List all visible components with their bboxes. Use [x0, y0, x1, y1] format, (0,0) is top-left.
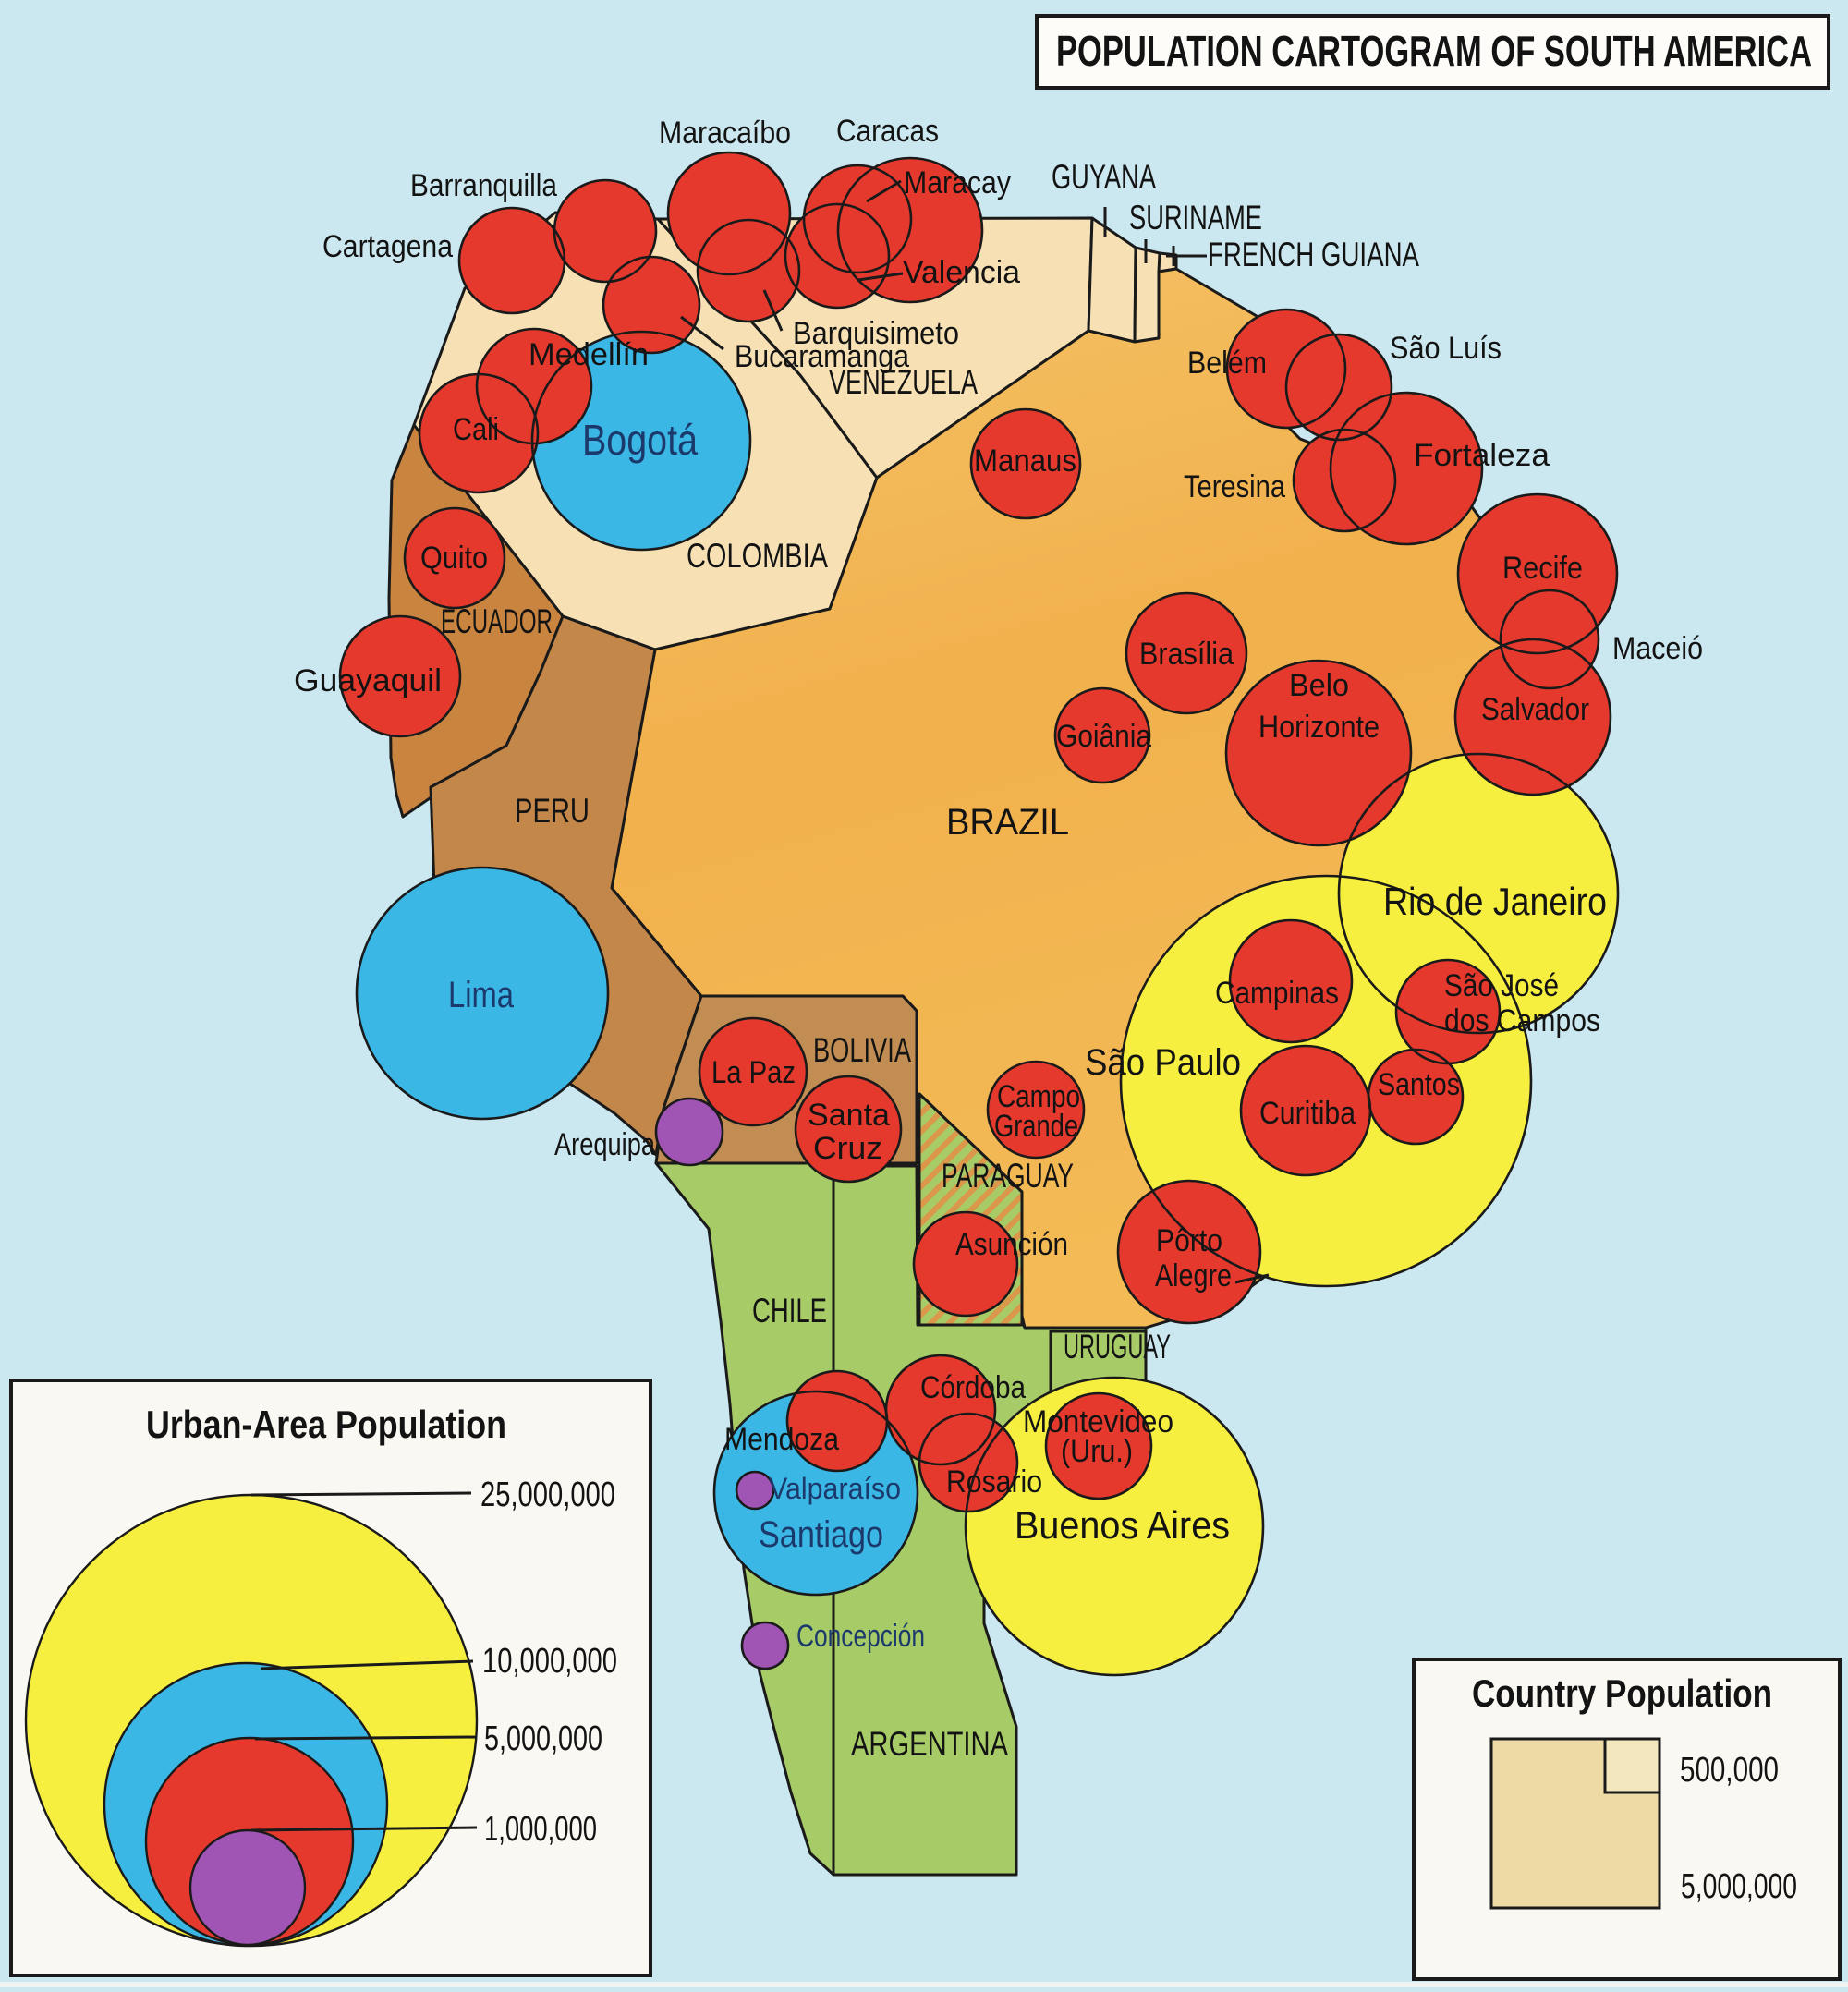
svg-text:Grande: Grande: [994, 1109, 1078, 1144]
svg-text:São José: São José: [1444, 968, 1559, 1003]
svg-text:ECUADOR: ECUADOR: [441, 602, 553, 640]
svg-text:Campo: Campo: [997, 1079, 1080, 1114]
svg-text:Urban-Area Population: Urban-Area Population: [146, 1403, 506, 1446]
svg-text:Campinas: Campinas: [1215, 976, 1339, 1011]
svg-text:Montevideo: Montevideo: [1023, 1404, 1173, 1439]
svg-text:Buenos Aires: Buenos Aires: [1015, 1503, 1230, 1547]
svg-text:Medellín: Medellín: [529, 337, 649, 372]
svg-text:São Luís: São Luís: [1390, 331, 1502, 366]
svg-text:10,000,000: 10,000,000: [482, 1642, 617, 1681]
svg-text:La Paz: La Paz: [711, 1055, 796, 1090]
svg-text:Quito: Quito: [420, 541, 488, 576]
svg-text:Barquisimeto: Barquisimeto: [793, 316, 959, 351]
svg-text:Santos: Santos: [1378, 1067, 1460, 1102]
svg-text:Alegre: Alegre: [1155, 1258, 1232, 1294]
svg-text:SURINAME: SURINAME: [1129, 199, 1262, 237]
svg-text:Rio de Janeiro: Rio de Janeiro: [1383, 880, 1607, 923]
svg-text:Santiago: Santiago: [759, 1514, 883, 1555]
svg-text:PARAGUAY: PARAGUAY: [942, 1157, 1074, 1195]
svg-text:Valencia: Valencia: [903, 255, 1020, 290]
svg-text:VENEZUELA: VENEZUELA: [829, 363, 978, 401]
svg-text:Cartagena: Cartagena: [322, 229, 453, 264]
svg-text:BOLIVIA: BOLIVIA: [813, 1031, 911, 1069]
svg-text:Caracas: Caracas: [836, 114, 939, 149]
svg-text:25,000,000: 25,000,000: [480, 1476, 615, 1514]
svg-text:dos Campos: dos Campos: [1444, 1003, 1600, 1039]
svg-text:Lima: Lima: [448, 975, 515, 1015]
svg-text:Córdoba: Córdoba: [920, 1370, 1026, 1405]
svg-text:PERU: PERU: [515, 792, 590, 830]
svg-text:Guayaquil: Guayaquil: [294, 663, 442, 698]
svg-text:Cruz: Cruz: [813, 1131, 882, 1166]
svg-text:Manaus: Manaus: [974, 443, 1076, 479]
svg-text:Bucaramanga: Bucaramanga: [735, 339, 909, 374]
svg-text:(Uru.): (Uru.): [1061, 1434, 1133, 1469]
svg-text:Pôrto: Pôrto: [1156, 1223, 1222, 1258]
svg-text:ARGENTINA: ARGENTINA: [851, 1725, 1008, 1763]
svg-text:Asunción: Asunción: [955, 1227, 1068, 1262]
svg-text:Country Population: Country Population: [1472, 1671, 1772, 1715]
svg-text:CHILE: CHILE: [752, 1292, 827, 1330]
svg-text:Arequipa: Arequipa: [554, 1127, 655, 1162]
svg-text:Brasília: Brasília: [1139, 637, 1234, 672]
svg-text:5,000,000: 5,000,000: [484, 1719, 602, 1758]
svg-text:Belém: Belém: [1187, 346, 1267, 381]
svg-text:Cali: Cali: [453, 412, 499, 447]
svg-text:GUYANA: GUYANA: [1052, 158, 1156, 196]
svg-text:Horizonte: Horizonte: [1258, 710, 1380, 745]
svg-text:Goiânia: Goiânia: [1056, 719, 1151, 754]
svg-text:Valparaíso: Valparaíso: [769, 1472, 901, 1505]
svg-text:Rosario: Rosario: [946, 1464, 1042, 1500]
svg-text:BRAZIL: BRAZIL: [946, 802, 1069, 843]
svg-text:500,000: 500,000: [1680, 1751, 1779, 1790]
svg-text:Maceió: Maceió: [1612, 631, 1703, 666]
svg-text:1,000,000: 1,000,000: [484, 1810, 597, 1849]
svg-text:São Paulo: São Paulo: [1085, 1042, 1241, 1083]
svg-text:Curitiba: Curitiba: [1259, 1096, 1356, 1131]
svg-text:POPULATION CARTOGRAM OF SOUTH: POPULATION CARTOGRAM OF SOUTH AMERICA: [1056, 27, 1812, 75]
svg-text:Concepción: Concepción: [796, 1619, 925, 1654]
svg-text:Belo: Belo: [1289, 668, 1349, 703]
svg-text:Salvador: Salvador: [1481, 692, 1589, 727]
svg-text:Barranquilla: Barranquilla: [410, 168, 557, 203]
svg-text:Teresina: Teresina: [1184, 469, 1285, 504]
svg-text:Mendoza: Mendoza: [724, 1422, 839, 1457]
svg-text:Recife: Recife: [1502, 551, 1583, 586]
svg-text:URUGUAY: URUGUAY: [1064, 1328, 1171, 1366]
svg-text:Maracaíbo: Maracaíbo: [659, 115, 791, 151]
svg-text:FRENCH GUIANA: FRENCH GUIANA: [1208, 236, 1419, 273]
svg-text:Bogotá: Bogotá: [582, 416, 698, 464]
svg-text:Santa: Santa: [808, 1098, 890, 1133]
svg-text:Fortaleza: Fortaleza: [1414, 438, 1550, 473]
svg-text:5,000,000: 5,000,000: [1681, 1867, 1797, 1906]
svg-text:Maracay: Maracay: [904, 165, 1011, 200]
svg-text:COLOMBIA: COLOMBIA: [687, 537, 828, 575]
